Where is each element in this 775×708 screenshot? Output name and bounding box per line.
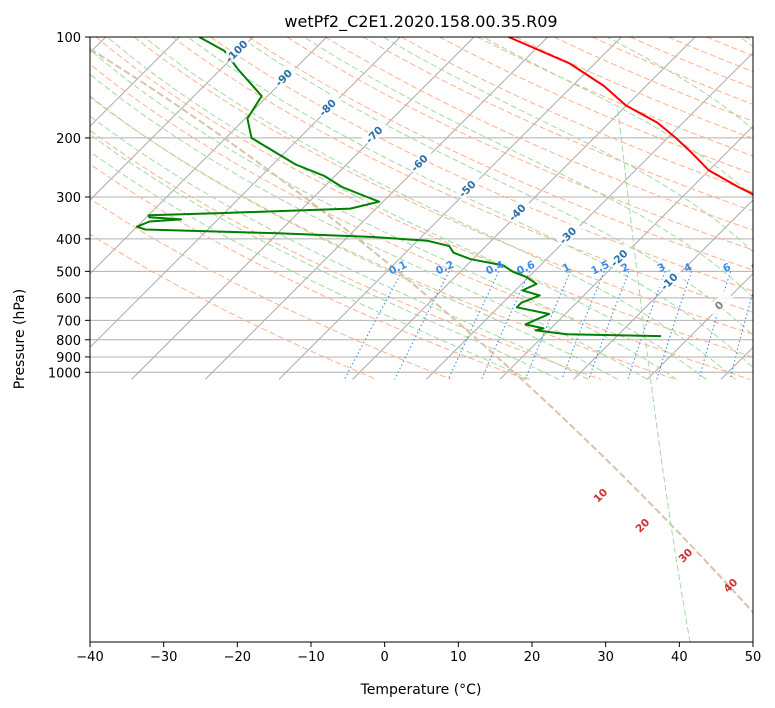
- y-tick-label: 500: [56, 265, 81, 280]
- isotherm-label-bg: [504, 197, 532, 225]
- y-axis-label: Pressure (hPa): [12, 289, 28, 389]
- isotherm-label-bg: [555, 220, 583, 248]
- dry-adiabat-line: [210, 37, 753, 292]
- dry-adiabat-line: [172, 37, 753, 313]
- moist-adiabat-lines: [90, 37, 753, 380]
- isotherm-label-bg: [606, 242, 634, 270]
- moist-adiabat-line: [106, 37, 707, 380]
- moist-adiabat-line: [90, 73, 648, 380]
- y-tick-label: 800: [56, 334, 81, 349]
- x-tick-label: −40: [76, 650, 103, 665]
- x-tick-label: 40: [671, 650, 688, 665]
- isotherm-label-bg: [315, 92, 343, 120]
- x-tick-label: −20: [224, 650, 251, 665]
- mixing-ratio-label: 1: [561, 261, 573, 275]
- x-axis-ticks: −40 −30 −20 −10 0 10 20 30 40 50: [76, 642, 761, 665]
- moist-adiabat-line: [90, 150, 530, 380]
- mixing-ratio-label: 8: [750, 261, 762, 275]
- isotherm-label-bg: [271, 62, 299, 90]
- moist-adiabat-line: [90, 115, 589, 380]
- y-tick-label: 600: [56, 292, 81, 307]
- isotherm-line: [90, 37, 254, 201]
- y-tick-label: 900: [56, 351, 81, 366]
- reference-curve: [617, 109, 691, 642]
- x-tick-label: 0: [381, 650, 389, 665]
- mixing-ratio-line: [627, 271, 666, 380]
- isotherm-line: [204, 37, 549, 380]
- isotherm-line: [278, 37, 622, 380]
- x-tick-label: 50: [745, 650, 762, 665]
- mixing-ratio-label: 6: [721, 261, 733, 275]
- dry-adiabat-line: [90, 63, 751, 380]
- isotherm-line: [646, 272, 753, 380]
- dry-adiabat-lines: [90, 37, 753, 380]
- isotherm-line: [499, 125, 753, 380]
- mixing-ratio-line: [524, 271, 571, 380]
- isotherm-line: [131, 37, 475, 380]
- dry-adiabat-line: [90, 163, 527, 380]
- mixing-ratio-label: 3: [656, 261, 668, 275]
- moist-adiabat-line: [143, 37, 737, 380]
- moist-adiabat-line: [90, 133, 560, 380]
- dry-adiabat-line: [133, 37, 753, 335]
- dry-adiabat-line: [90, 198, 452, 380]
- x-tick-label: 20: [524, 650, 541, 665]
- y-tick-label: 1000: [48, 366, 81, 381]
- isotherm-label-bg: [455, 173, 482, 201]
- dry-adiabat-line: [95, 37, 753, 358]
- isotherm-label-bg: [706, 290, 734, 318]
- x-tick-label: 10: [450, 650, 467, 665]
- isotherm-line: [425, 51, 753, 380]
- mixing-ratio-label: 4: [682, 261, 694, 275]
- dry-adiabat-line: [90, 129, 601, 380]
- y-tick-label: 300: [56, 191, 81, 206]
- isotherm-line: [90, 37, 328, 275]
- x-tick-label: −30: [150, 650, 177, 665]
- dry-adiabat-line: [401, 37, 753, 193]
- background-curves: [90, 48, 753, 642]
- dry-adiabat-line: [90, 233, 377, 380]
- y-tick-label: 100: [56, 31, 81, 46]
- moist-adiabat-line: [90, 95, 619, 380]
- y-tick-label: 200: [56, 132, 81, 147]
- y-tick-label: 400: [56, 233, 81, 248]
- moist-adiabat-line: [239, 37, 753, 337]
- mixing-ratio-line: [343, 271, 403, 380]
- sounding-profiles: [135, 37, 753, 338]
- isotherm-label-bg: [656, 266, 684, 294]
- isotherm-line: [90, 37, 180, 128]
- y-tick-label: 700: [56, 314, 81, 329]
- tan-reference-curve: [90, 48, 753, 614]
- isotherm-label-bg: [407, 147, 435, 175]
- x-tick-label: −10: [297, 650, 324, 665]
- x-axis-label: Temperature (°C): [360, 682, 482, 698]
- x-tick-label: 30: [597, 650, 614, 665]
- dewpoint-line: [135, 37, 662, 338]
- dry-adiabat-line: [362, 37, 753, 212]
- isotherm-label-bg: [361, 119, 389, 147]
- chart-title: wetPf2_C2E1.2020.158.00.35.R09: [284, 12, 557, 32]
- dry-adiabat-line: [248, 37, 753, 271]
- mixing-ratio-label: 2: [619, 261, 631, 275]
- isotherm-label-bg: [224, 37, 252, 63]
- mixing-ratio-line: [447, 271, 500, 380]
- moist-adiabat-line: [303, 37, 753, 299]
- temperature-line: [508, 37, 753, 196]
